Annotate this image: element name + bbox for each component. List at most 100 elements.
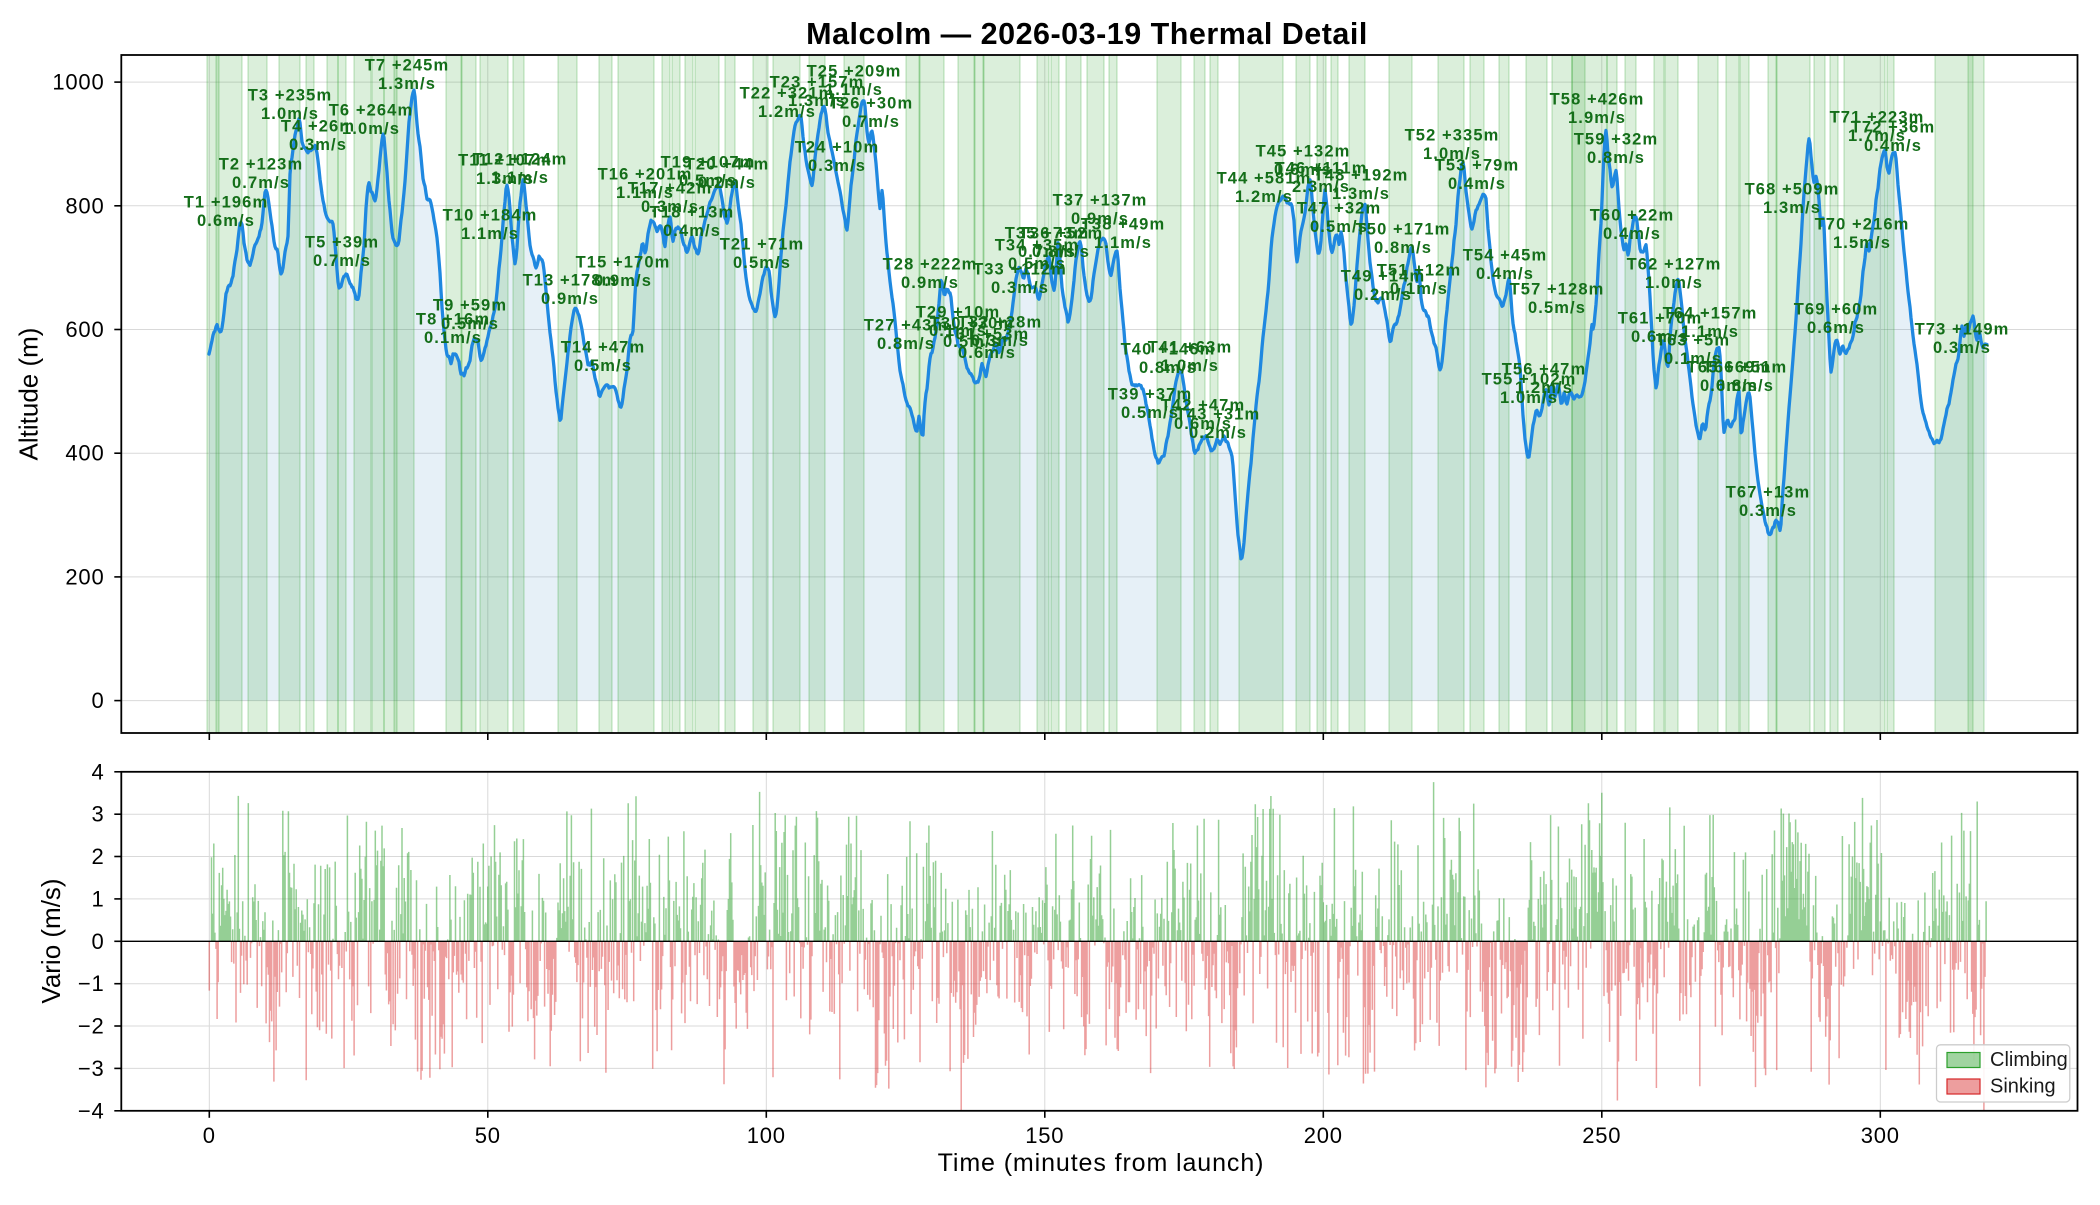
svg-text:T13 +178m: T13 +178m: [523, 272, 618, 290]
svg-text:T69 +60m: T69 +60m: [1794, 301, 1878, 319]
svg-text:0.8m/s: 0.8m/s: [1587, 149, 1645, 167]
svg-text:T40 +146m: T40 +146m: [1121, 341, 1216, 359]
svg-text:0.5m/s: 0.5m/s: [679, 172, 737, 190]
svg-text:T24 +10m: T24 +10m: [795, 139, 879, 157]
svg-text:T21 +71m: T21 +71m: [720, 236, 804, 254]
svg-text:0.3m/s: 0.3m/s: [1933, 339, 1991, 357]
svg-text:0.6m/s: 0.6m/s: [1807, 319, 1865, 337]
svg-text:1.0m/s: 1.0m/s: [1423, 145, 1481, 163]
svg-text:0.8m/s: 0.8m/s: [877, 335, 935, 353]
svg-text:3: 3: [91, 802, 104, 827]
svg-text:1.5m/s: 1.5m/s: [1833, 234, 1891, 252]
svg-text:T8 +16m: T8 +16m: [416, 311, 490, 329]
svg-text:T31 +53m: T31 +53m: [945, 326, 1029, 344]
svg-text:0.5m/s: 0.5m/s: [1528, 299, 1586, 317]
svg-text:1.0m/s: 1.0m/s: [1500, 389, 1558, 407]
svg-text:0.6m/s: 0.6m/s: [1700, 377, 1758, 395]
svg-text:T56 +47m: T56 +47m: [1502, 361, 1586, 379]
svg-text:T61 +70m: T61 +70m: [1618, 310, 1702, 328]
svg-text:Altitude (m): Altitude (m): [14, 328, 44, 461]
svg-text:300: 300: [1861, 1123, 1900, 1148]
svg-text:0.7m/s: 0.7m/s: [313, 252, 371, 270]
svg-text:T49 +14m: T49 +14m: [1341, 268, 1425, 286]
svg-text:Time (minutes from launch): Time (minutes from launch): [938, 1149, 1265, 1177]
svg-text:T58 +426m: T58 +426m: [1550, 91, 1645, 109]
svg-text:0.5m/s: 0.5m/s: [1121, 404, 1179, 422]
svg-text:T25 +209m: T25 +209m: [807, 63, 902, 81]
svg-text:0.4m/s: 0.4m/s: [1448, 175, 1506, 193]
svg-text:0.4m/s: 0.4m/s: [1476, 265, 1534, 283]
svg-text:T11 +107m: T11 +107m: [458, 152, 552, 170]
svg-text:T6 +264m: T6 +264m: [329, 102, 413, 120]
svg-text:T67 +13m: T67 +13m: [1726, 484, 1810, 502]
svg-text:T73 +149m: T73 +149m: [1915, 321, 2010, 339]
svg-text:T71 +223m: T71 +223m: [1830, 109, 1925, 127]
svg-text:1.3m/s: 1.3m/s: [788, 92, 846, 110]
svg-text:0.7m/s: 0.7m/s: [232, 174, 290, 192]
svg-text:0: 0: [91, 929, 104, 954]
svg-text:T70 +216m: T70 +216m: [1815, 216, 1910, 234]
svg-text:T9 +59m: T9 +59m: [433, 297, 507, 315]
svg-text:0.6m/s: 0.6m/s: [1174, 415, 1232, 433]
svg-text:T66 +51m: T66 +51m: [1703, 359, 1787, 377]
svg-text:T34 +35m: T34 +35m: [995, 237, 1079, 255]
svg-text:T52 +335m: T52 +335m: [1405, 127, 1500, 145]
svg-text:800: 800: [65, 193, 104, 218]
svg-text:T32 +28m: T32 +28m: [958, 314, 1042, 332]
svg-text:150: 150: [1025, 1123, 1064, 1148]
svg-text:0.1m/s: 0.1m/s: [424, 329, 482, 347]
svg-text:0.2m/s: 0.2m/s: [1354, 286, 1412, 304]
svg-text:T16 +201m: T16 +201m: [598, 166, 693, 184]
svg-text:4: 4: [91, 759, 104, 784]
svg-text:0.9m/s: 0.9m/s: [901, 274, 959, 292]
svg-text:1: 1: [91, 886, 104, 911]
svg-text:T55 +102m: T55 +102m: [1482, 371, 1577, 389]
svg-text:T36 +52m: T36 +52m: [1019, 225, 1103, 243]
svg-text:0.8m/s: 0.8m/s: [1374, 239, 1432, 257]
svg-text:50: 50: [475, 1123, 501, 1148]
svg-text:1.0m/s: 1.0m/s: [1161, 357, 1219, 375]
svg-text:200: 200: [65, 564, 104, 589]
svg-text:0.3m/s: 0.3m/s: [1739, 502, 1797, 520]
svg-text:T65 +69m: T65 +69m: [1687, 359, 1771, 377]
svg-text:T14 +47m: T14 +47m: [561, 339, 645, 357]
svg-text:T53 +79m: T53 +79m: [1435, 157, 1519, 175]
svg-text:T12 +124m: T12 +124m: [473, 151, 568, 169]
svg-text:0.9m/s: 0.9m/s: [1071, 210, 1129, 228]
svg-text:0: 0: [91, 688, 104, 713]
svg-text:1.1m/s: 1.1m/s: [825, 81, 883, 99]
svg-text:−3: −3: [78, 1056, 105, 1081]
svg-text:400: 400: [65, 441, 104, 466]
svg-text:1.9m/s: 1.9m/s: [1568, 109, 1626, 127]
svg-text:0.4m/s: 0.4m/s: [1864, 137, 1922, 155]
svg-text:T42 +47m: T42 +47m: [1161, 397, 1245, 415]
svg-text:1.1m/s: 1.1m/s: [461, 225, 519, 243]
svg-text:0.3m/s: 0.3m/s: [991, 279, 1049, 297]
svg-text:1.3m/s: 1.3m/s: [476, 170, 534, 188]
svg-text:1.2m/s: 1.2m/s: [758, 103, 816, 121]
svg-text:T57 +128m: T57 +128m: [1510, 281, 1605, 299]
svg-text:0.1m/s: 0.1m/s: [929, 322, 987, 340]
svg-text:T51 +12m: T51 +12m: [1377, 262, 1461, 280]
svg-text:T39 +37m: T39 +37m: [1108, 386, 1192, 404]
svg-text:T37 +137m: T37 +137m: [1053, 192, 1148, 210]
svg-text:−2: −2: [78, 1014, 105, 1039]
svg-text:0.9m/s: 0.9m/s: [541, 290, 599, 308]
svg-text:Climbing: Climbing: [1990, 1049, 2068, 1071]
svg-text:T41 +63m: T41 +63m: [1148, 339, 1232, 357]
svg-text:T28 +222m: T28 +222m: [883, 256, 978, 274]
svg-text:0.1m/s: 0.1m/s: [1664, 350, 1722, 368]
svg-text:T30 +30m: T30 +30m: [930, 315, 1014, 333]
svg-text:1.2m/s: 1.2m/s: [1515, 379, 1573, 397]
svg-text:0.6m/s: 0.6m/s: [1274, 161, 1332, 179]
svg-text:0.8m/s: 0.8m/s: [1032, 243, 1090, 261]
svg-text:0.6m/s: 0.6m/s: [958, 344, 1016, 362]
svg-text:1.2m/s: 1.2m/s: [1235, 188, 1293, 206]
svg-text:T60 +22m: T60 +22m: [1590, 207, 1674, 225]
svg-text:1.3m/s: 1.3m/s: [378, 75, 436, 93]
svg-text:0.7m/s: 0.7m/s: [842, 113, 900, 131]
svg-text:T29 +10m: T29 +10m: [916, 304, 1000, 322]
svg-text:T18 +13m: T18 +13m: [650, 204, 734, 222]
svg-text:0: 0: [203, 1123, 216, 1148]
svg-text:0.8m/s: 0.8m/s: [1716, 377, 1774, 395]
